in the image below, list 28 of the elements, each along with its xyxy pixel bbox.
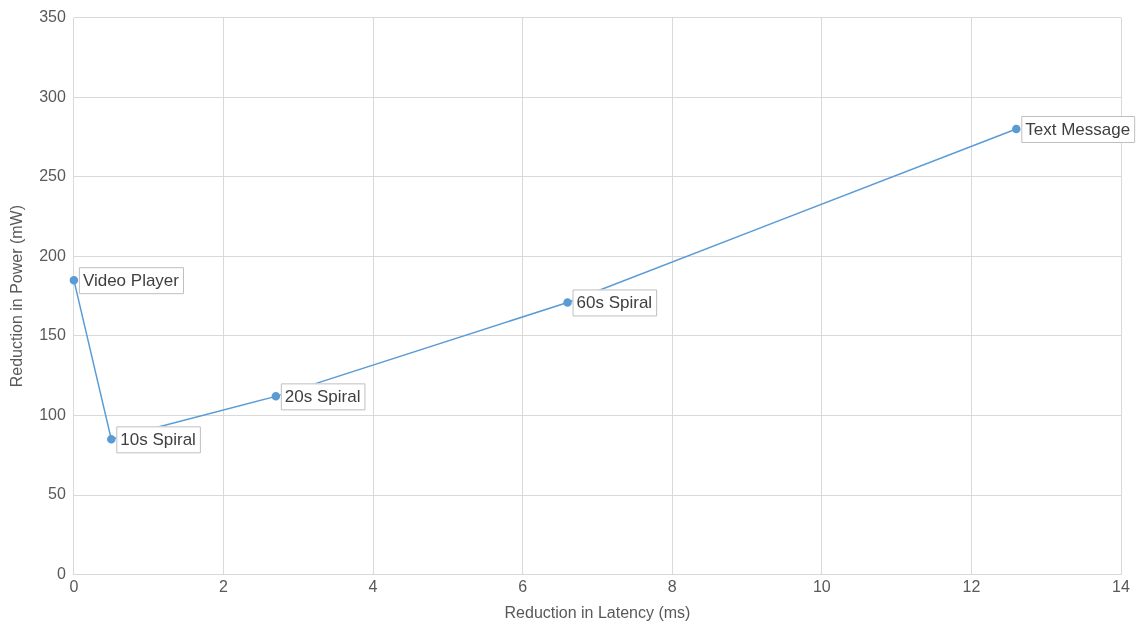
y-tick-label: 200 bbox=[39, 246, 66, 264]
y-tick-label: 300 bbox=[39, 87, 66, 105]
annotation: 20s Spiral bbox=[284, 387, 361, 407]
annotation: 10s Spiral bbox=[120, 430, 196, 450]
x-tick-label: 2 bbox=[219, 577, 229, 595]
y-tick-label: 0 bbox=[56, 565, 66, 583]
x-tick-label: 4 bbox=[368, 577, 378, 595]
point bbox=[563, 298, 572, 307]
x-tick-label: 8 bbox=[667, 577, 677, 595]
point bbox=[271, 392, 281, 401]
annotation: 60s Spiral bbox=[576, 293, 653, 313]
annotation: Text Message bbox=[1025, 119, 1131, 139]
y-tick-label: 250 bbox=[39, 167, 66, 185]
point bbox=[107, 435, 116, 444]
annotation: Video Player bbox=[82, 270, 180, 290]
x-tick-label: 0 bbox=[69, 577, 79, 595]
y-tick-label: 50 bbox=[48, 485, 66, 503]
y-tick-label: 150 bbox=[39, 326, 66, 344]
x-axis-title: Reduction in Latency (ms) bbox=[504, 603, 691, 621]
y-tick-label: 350 bbox=[39, 8, 66, 26]
x-tick-label: 6 bbox=[518, 577, 528, 595]
x-tick-label: 10 bbox=[812, 577, 831, 595]
point bbox=[69, 275, 79, 285]
x-tick-label: 12 bbox=[962, 577, 981, 595]
x-tick-label: 14 bbox=[1112, 577, 1130, 595]
point bbox=[1012, 124, 1021, 134]
y-tick-label: 100 bbox=[39, 405, 66, 423]
y-axis-title: Reduction in Power (mW) bbox=[8, 204, 26, 388]
